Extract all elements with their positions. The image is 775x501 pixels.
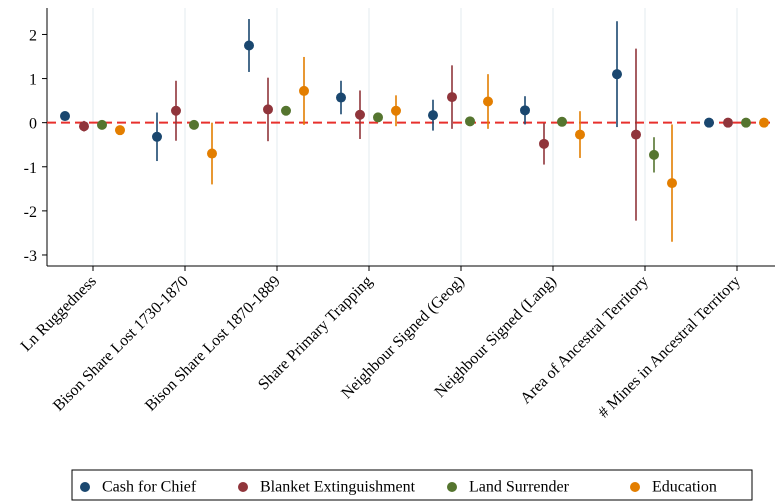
legend-marker [447, 482, 457, 492]
point [281, 105, 291, 116]
legend-marker [238, 482, 248, 492]
y-tick-label: 1 [29, 72, 37, 89]
point [631, 129, 641, 140]
y-tick-label: -1 [24, 160, 37, 177]
point [391, 105, 401, 116]
legend-marker [80, 482, 90, 492]
point [520, 105, 530, 116]
point [97, 119, 107, 130]
legend-label: Cash for Chief [102, 479, 197, 496]
point [263, 104, 273, 115]
point [355, 109, 365, 120]
point [465, 116, 475, 127]
point [336, 92, 346, 103]
point [79, 121, 89, 132]
x-tick-label: Ln Ruggedness [18, 273, 100, 355]
point [649, 149, 659, 160]
point [207, 148, 217, 159]
point [244, 40, 254, 51]
legend-label: Blanket Extinguishment [260, 479, 416, 496]
legend-label: Land Surrender [469, 479, 570, 496]
point [612, 69, 622, 80]
y-tick-label: 0 [29, 116, 37, 133]
legend-label: Education [652, 479, 717, 496]
point [299, 85, 309, 96]
point [447, 92, 457, 103]
point [704, 117, 714, 128]
point [759, 117, 769, 128]
point [115, 125, 125, 136]
point [741, 117, 751, 128]
point [483, 96, 493, 107]
y-tick-label: -3 [24, 248, 37, 265]
y-tick-label: -2 [24, 204, 37, 221]
point [373, 112, 383, 123]
point [152, 131, 162, 142]
point [667, 178, 677, 189]
point [189, 119, 199, 130]
point [171, 105, 181, 116]
point [575, 129, 585, 140]
y-tick-label: 2 [29, 27, 37, 44]
point [723, 117, 733, 128]
point [60, 111, 70, 122]
legend-marker [630, 482, 640, 492]
point [557, 116, 567, 127]
point [428, 110, 438, 121]
point [539, 138, 549, 149]
